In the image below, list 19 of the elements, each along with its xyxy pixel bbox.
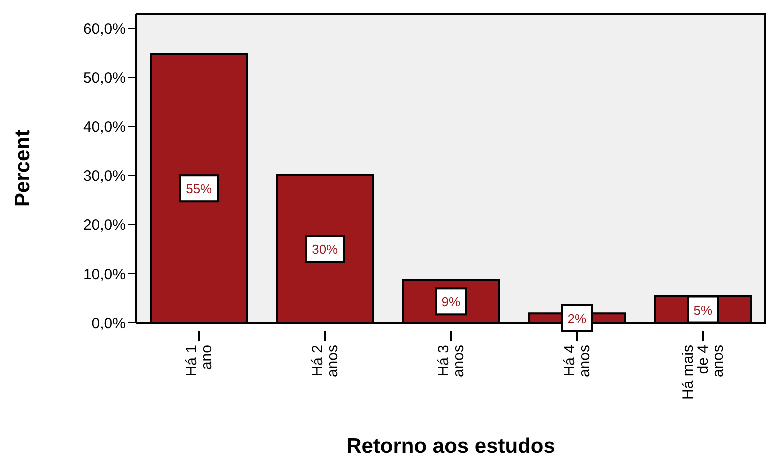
data-label: 30% xyxy=(312,242,339,258)
data-label: 5% xyxy=(694,302,713,318)
x-tick-label: Há 2 anos xyxy=(310,345,342,378)
x-tick-label: Há 3 anos xyxy=(436,345,468,378)
y-tick-label: 20,0% xyxy=(83,217,126,234)
data-label: 55% xyxy=(186,182,213,197)
y-tick-label: 60,0% xyxy=(83,21,126,38)
data-label: 9% xyxy=(442,294,461,310)
x-tick-label: Há mais de 4 anos xyxy=(680,345,727,400)
data-label: 2% xyxy=(568,311,587,326)
x-axis-title: Retorno aos estudos xyxy=(346,435,556,457)
y-tick-label: 10,0% xyxy=(83,266,126,284)
x-tick-label: Há 1 ano xyxy=(184,345,216,377)
y-tick-label: 0,0% xyxy=(92,315,126,332)
y-axis-title: Percent xyxy=(11,130,34,208)
y-tick-label: 30,0% xyxy=(83,168,126,186)
y-tick-label: 50,0% xyxy=(83,70,126,88)
y-tick-label: 40,0% xyxy=(83,119,126,136)
x-tick-label: Há 4 anos xyxy=(562,345,594,378)
